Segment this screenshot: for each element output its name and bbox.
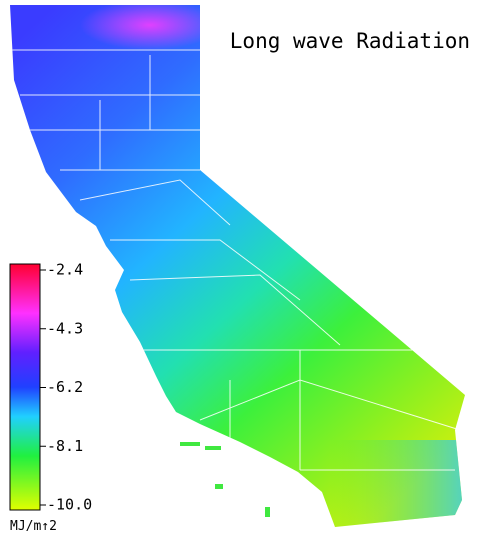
color-legend: MJ/m↑2 -2.4 -4.3 -6.2 -8.1 -10.0	[9, 261, 92, 534]
legend-tick-label: -4.3	[47, 319, 83, 337]
legend-tick-label: -10.0	[47, 496, 92, 514]
legend-unit: MJ/m↑2	[10, 519, 57, 534]
channel-islands	[180, 442, 270, 517]
south-area	[330, 440, 465, 527]
color-bar	[9, 263, 41, 511]
legend-tick-label: -6.2	[47, 378, 83, 396]
county-lines	[10, 49, 461, 471]
map-title: Long wave Radiation	[230, 29, 470, 53]
legend-tick-label: -8.1	[47, 437, 83, 455]
california-map	[10, 5, 465, 527]
legend-tick-label: -2.4	[47, 261, 83, 279]
high-value-area	[80, 5, 220, 50]
